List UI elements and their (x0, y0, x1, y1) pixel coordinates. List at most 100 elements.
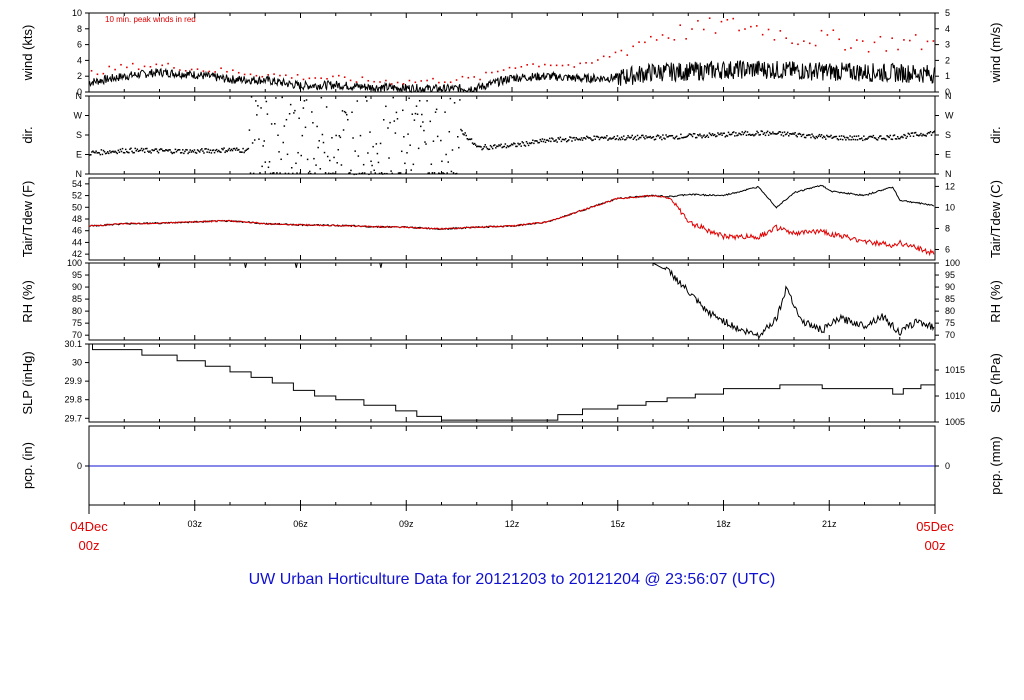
wind-direction-dot (90, 154, 92, 156)
wind-direction-dot (523, 144, 526, 147)
wind-direction-dot (662, 134, 664, 136)
wind-direction-dot (538, 141, 540, 144)
dewpoint-line (88, 194, 935, 257)
peak-wind-marker (196, 68, 199, 70)
wind-direction-dot (534, 140, 536, 142)
wind-direction-dots (89, 96, 936, 176)
wind-direction-dot (195, 152, 198, 154)
wind-direction-dot (882, 137, 884, 140)
wind-direction-dot (242, 147, 244, 150)
wind-direction-dot (127, 151, 129, 154)
wind-direction-dot (633, 137, 636, 139)
wind-direction-dot (845, 139, 847, 141)
left-ytick-label: 2 (77, 71, 82, 81)
wind-direction-dot (381, 173, 384, 175)
wind-direction-dot (419, 125, 422, 128)
peak-wind-marker (361, 76, 364, 79)
wind-direction-dot (721, 134, 723, 136)
wind-direction-dot (389, 121, 391, 124)
peak-wind-marker (90, 69, 93, 72)
peak-wind-marker (879, 35, 882, 38)
wind-direction-dot (812, 135, 814, 137)
wind-direction-dot (904, 134, 906, 137)
wind-direction-dot (768, 131, 771, 134)
wind-direction-dot (196, 149, 199, 151)
wind-direction-dot (737, 134, 739, 136)
wind-direction-dot (178, 149, 181, 151)
wind-direction-dot (519, 142, 521, 145)
wind-direction-dot (718, 133, 720, 136)
peak-wind-marker (520, 65, 523, 68)
peak-wind-marker (514, 67, 517, 69)
peak-wind-marker (279, 74, 281, 77)
wind-direction-dot (454, 173, 457, 175)
wind-direction-dot (912, 135, 915, 138)
wind-direction-dot (777, 132, 779, 134)
left-ytick-label: W (74, 111, 83, 121)
wind-direction-dot (902, 136, 904, 139)
wind-direction-dot (634, 135, 637, 138)
wind-direction-dot (282, 141, 285, 144)
wind-direction-dot (216, 150, 219, 153)
wind-direction-dot (570, 136, 572, 139)
wind-direction-dot (267, 166, 270, 169)
wind-direction-dot (918, 135, 920, 137)
air-temperature-line (89, 184, 935, 231)
wind-direction-dot (469, 138, 472, 141)
peak-wind-marker (120, 63, 122, 66)
wind-direction-dot (896, 135, 899, 138)
peak-wind-marker (832, 29, 835, 32)
wind-direction-dot (337, 148, 340, 151)
peak-wind-marker (726, 18, 729, 21)
wind-direction-dot (406, 152, 408, 154)
wind-direction-dot (922, 133, 924, 136)
wind-direction-dot (876, 139, 879, 141)
wind-direction-dot (152, 149, 154, 152)
wind-direction-dot (710, 134, 713, 137)
peak-wind-marker (644, 41, 646, 44)
wind-direction-dot (357, 155, 360, 157)
wind-direction-dot (547, 140, 550, 142)
wind-direction-dot (678, 137, 680, 140)
wind-direction-dot (209, 149, 212, 151)
wind-direction-dot (134, 147, 136, 150)
wind-direction-dot (663, 137, 665, 139)
wind-direction-dot (490, 146, 493, 148)
wind-direction-dot (910, 132, 913, 134)
wind-direction-dot (915, 134, 918, 136)
wind-direction-dot (329, 159, 331, 162)
wind-direction-dot (595, 135, 598, 138)
xtick-label: 03z (187, 519, 202, 529)
peak-wind-marker (579, 62, 581, 65)
wind-direction-dot (260, 107, 262, 109)
right-ytick-label: 95 (945, 270, 955, 280)
peak-wind-marker (102, 72, 105, 75)
wind-direction-dot (453, 102, 456, 104)
wind-direction-dot (108, 152, 110, 155)
wind-direction-dot (630, 136, 632, 139)
wind-direction-dot (434, 111, 437, 113)
wind-direction-dot (804, 136, 807, 139)
wind-direction-dot (844, 136, 846, 139)
wind-direction-dot (544, 141, 547, 144)
wind-direction-dot (636, 134, 639, 137)
wind-direction-dot (823, 136, 826, 138)
wind-direction-dot (380, 172, 383, 174)
wind-direction-dot (683, 136, 685, 139)
wind-direction-dot (596, 135, 599, 138)
wind-direction-dot (563, 139, 566, 141)
peak-wind-marker (602, 55, 605, 58)
wind-direction-dot (277, 134, 279, 137)
wind-direction-dot (569, 136, 571, 138)
wind-direction-dot (731, 131, 734, 134)
wind-direction-dot (265, 100, 268, 103)
wind-direction-dot (91, 151, 93, 153)
peak-wind-marker (320, 77, 322, 80)
wind-direction-dot (326, 155, 329, 158)
panel-ylabel-right: dir. (988, 126, 1003, 143)
wind-direction-dot (221, 147, 223, 150)
wind-direction-dot (667, 135, 669, 138)
wind-direction-dot (280, 158, 282, 161)
wind-direction-dot (773, 133, 775, 135)
wind-direction-dot (338, 135, 341, 137)
